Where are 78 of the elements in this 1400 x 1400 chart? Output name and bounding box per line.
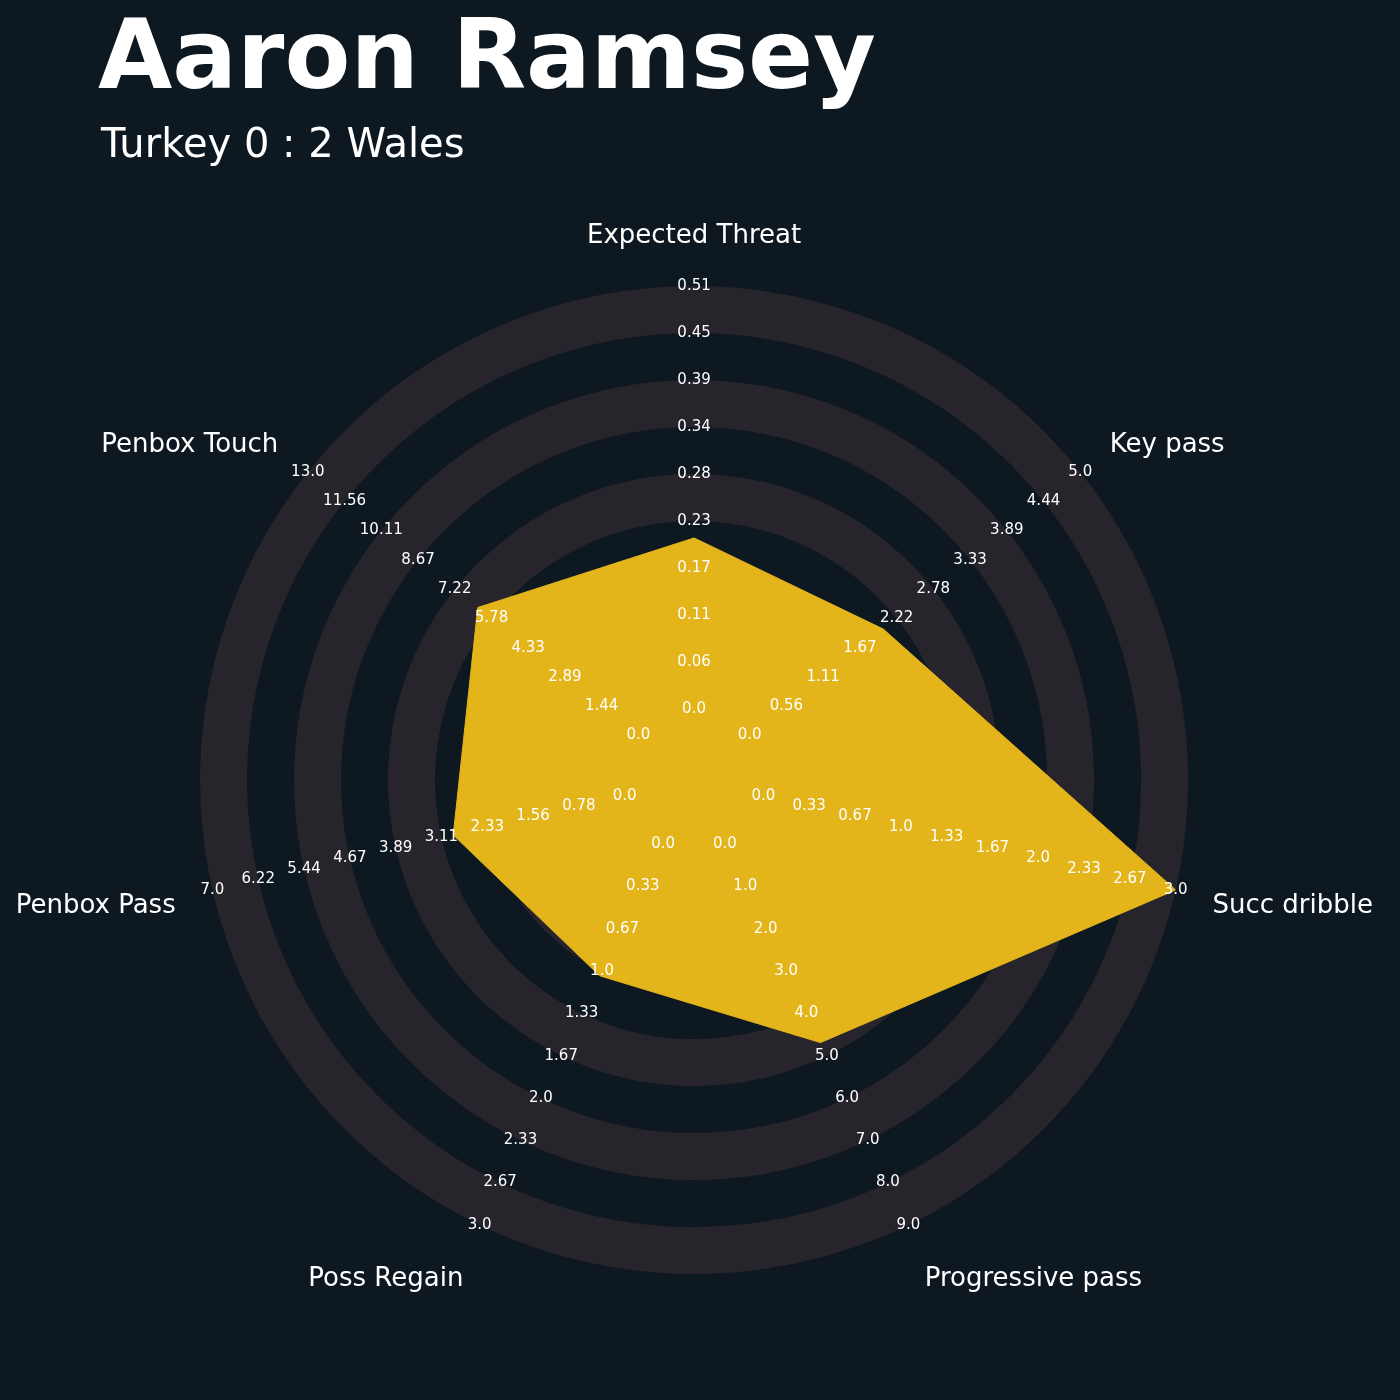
text: 1.11 <box>806 666 840 685</box>
text: 1.0 <box>590 960 614 979</box>
spoke-label: Key pass <box>1109 428 1225 459</box>
text: 2.33 <box>470 816 504 835</box>
text: 7.22 <box>438 578 472 597</box>
text: 2.89 <box>548 666 582 685</box>
text: 0.56 <box>769 696 804 715</box>
text: 10.11 <box>359 520 403 539</box>
text: 2.0 <box>1026 848 1051 867</box>
text: 4.0 <box>794 1003 819 1022</box>
text: 0.67 <box>838 806 872 825</box>
text: 0.67 <box>605 918 640 937</box>
text: 0.28 <box>677 463 711 482</box>
text: 0.11 <box>677 604 711 623</box>
spoke-label: Penbox Touch <box>101 428 279 459</box>
text: 0.34 <box>677 416 711 435</box>
text: 1.0 <box>888 816 913 835</box>
spoke-label: Penbox Pass <box>15 888 176 919</box>
text: 2.67 <box>483 1172 517 1191</box>
text: 3.11 <box>424 827 459 846</box>
spoke-label: Succ dribble <box>1212 888 1373 919</box>
text: 0.0 <box>682 698 706 717</box>
text: 2.33 <box>503 1130 538 1149</box>
text: 6.22 <box>241 869 275 888</box>
spoke-label: Progressive pass <box>924 1262 1143 1293</box>
text: 8.0 <box>876 1172 900 1191</box>
text: 0.17 <box>677 557 711 576</box>
text: 0.39 <box>677 369 711 388</box>
text: 2.0 <box>753 918 778 937</box>
text: 2.67 <box>1113 869 1147 888</box>
text: 1.67 <box>843 637 877 656</box>
text: 0.0 <box>712 833 737 852</box>
text: 3.89 <box>378 837 413 856</box>
text: 3.89 <box>990 520 1024 539</box>
text: 5.44 <box>287 858 321 877</box>
text: 1.56 <box>516 806 550 825</box>
text: 1.33 <box>564 1003 599 1022</box>
text: 2.0 <box>528 1087 553 1106</box>
text: 0.06 <box>677 651 711 670</box>
text: 4.44 <box>1026 491 1061 510</box>
text: 11.56 <box>323 491 367 510</box>
text: 8.67 <box>401 549 435 568</box>
text: 5.78 <box>474 608 509 627</box>
text: 4.67 <box>333 848 367 867</box>
text: 0.33 <box>792 796 826 815</box>
text: 0.0 <box>651 833 676 852</box>
text: 4.33 <box>511 637 545 656</box>
text: 0.45 <box>677 322 711 341</box>
spoke-label: Expected Threat <box>586 219 802 250</box>
text: 7.0 <box>855 1130 880 1149</box>
text: 9.0 <box>896 1214 921 1233</box>
text: 1.33 <box>929 827 964 846</box>
text: 0.0 <box>612 785 637 804</box>
chart-subtitle: Turkey 0 : 2 Wales <box>100 120 465 166</box>
text: 13.0 <box>291 461 325 480</box>
text: 2.33 <box>1067 858 1101 877</box>
text: 0.78 <box>562 796 596 815</box>
text: 3.33 <box>953 549 987 568</box>
text: 7.0 <box>200 879 225 898</box>
text: 0.33 <box>626 876 660 895</box>
spoke-label: Poss Regain <box>308 1262 464 1293</box>
text: 3.0 <box>774 960 798 979</box>
text: 1.67 <box>975 837 1010 856</box>
text: 5.0 <box>814 1045 839 1064</box>
text: 2.22 <box>879 608 914 627</box>
text: 3.0 <box>467 1214 492 1233</box>
text: 6.0 <box>835 1087 860 1106</box>
text: 0.0 <box>751 785 776 804</box>
text: 2.78 <box>916 578 951 597</box>
text: 0.0 <box>626 725 651 744</box>
text: 0.23 <box>677 510 711 529</box>
chart-title: Aaron Ramsey <box>98 0 876 112</box>
text: 1.0 <box>733 876 758 895</box>
text: 1.44 <box>585 696 619 715</box>
text: 1.67 <box>544 1045 578 1064</box>
text: 0.0 <box>737 725 762 744</box>
text: 5.0 <box>1068 461 1093 480</box>
text: 0.51 <box>677 275 711 294</box>
